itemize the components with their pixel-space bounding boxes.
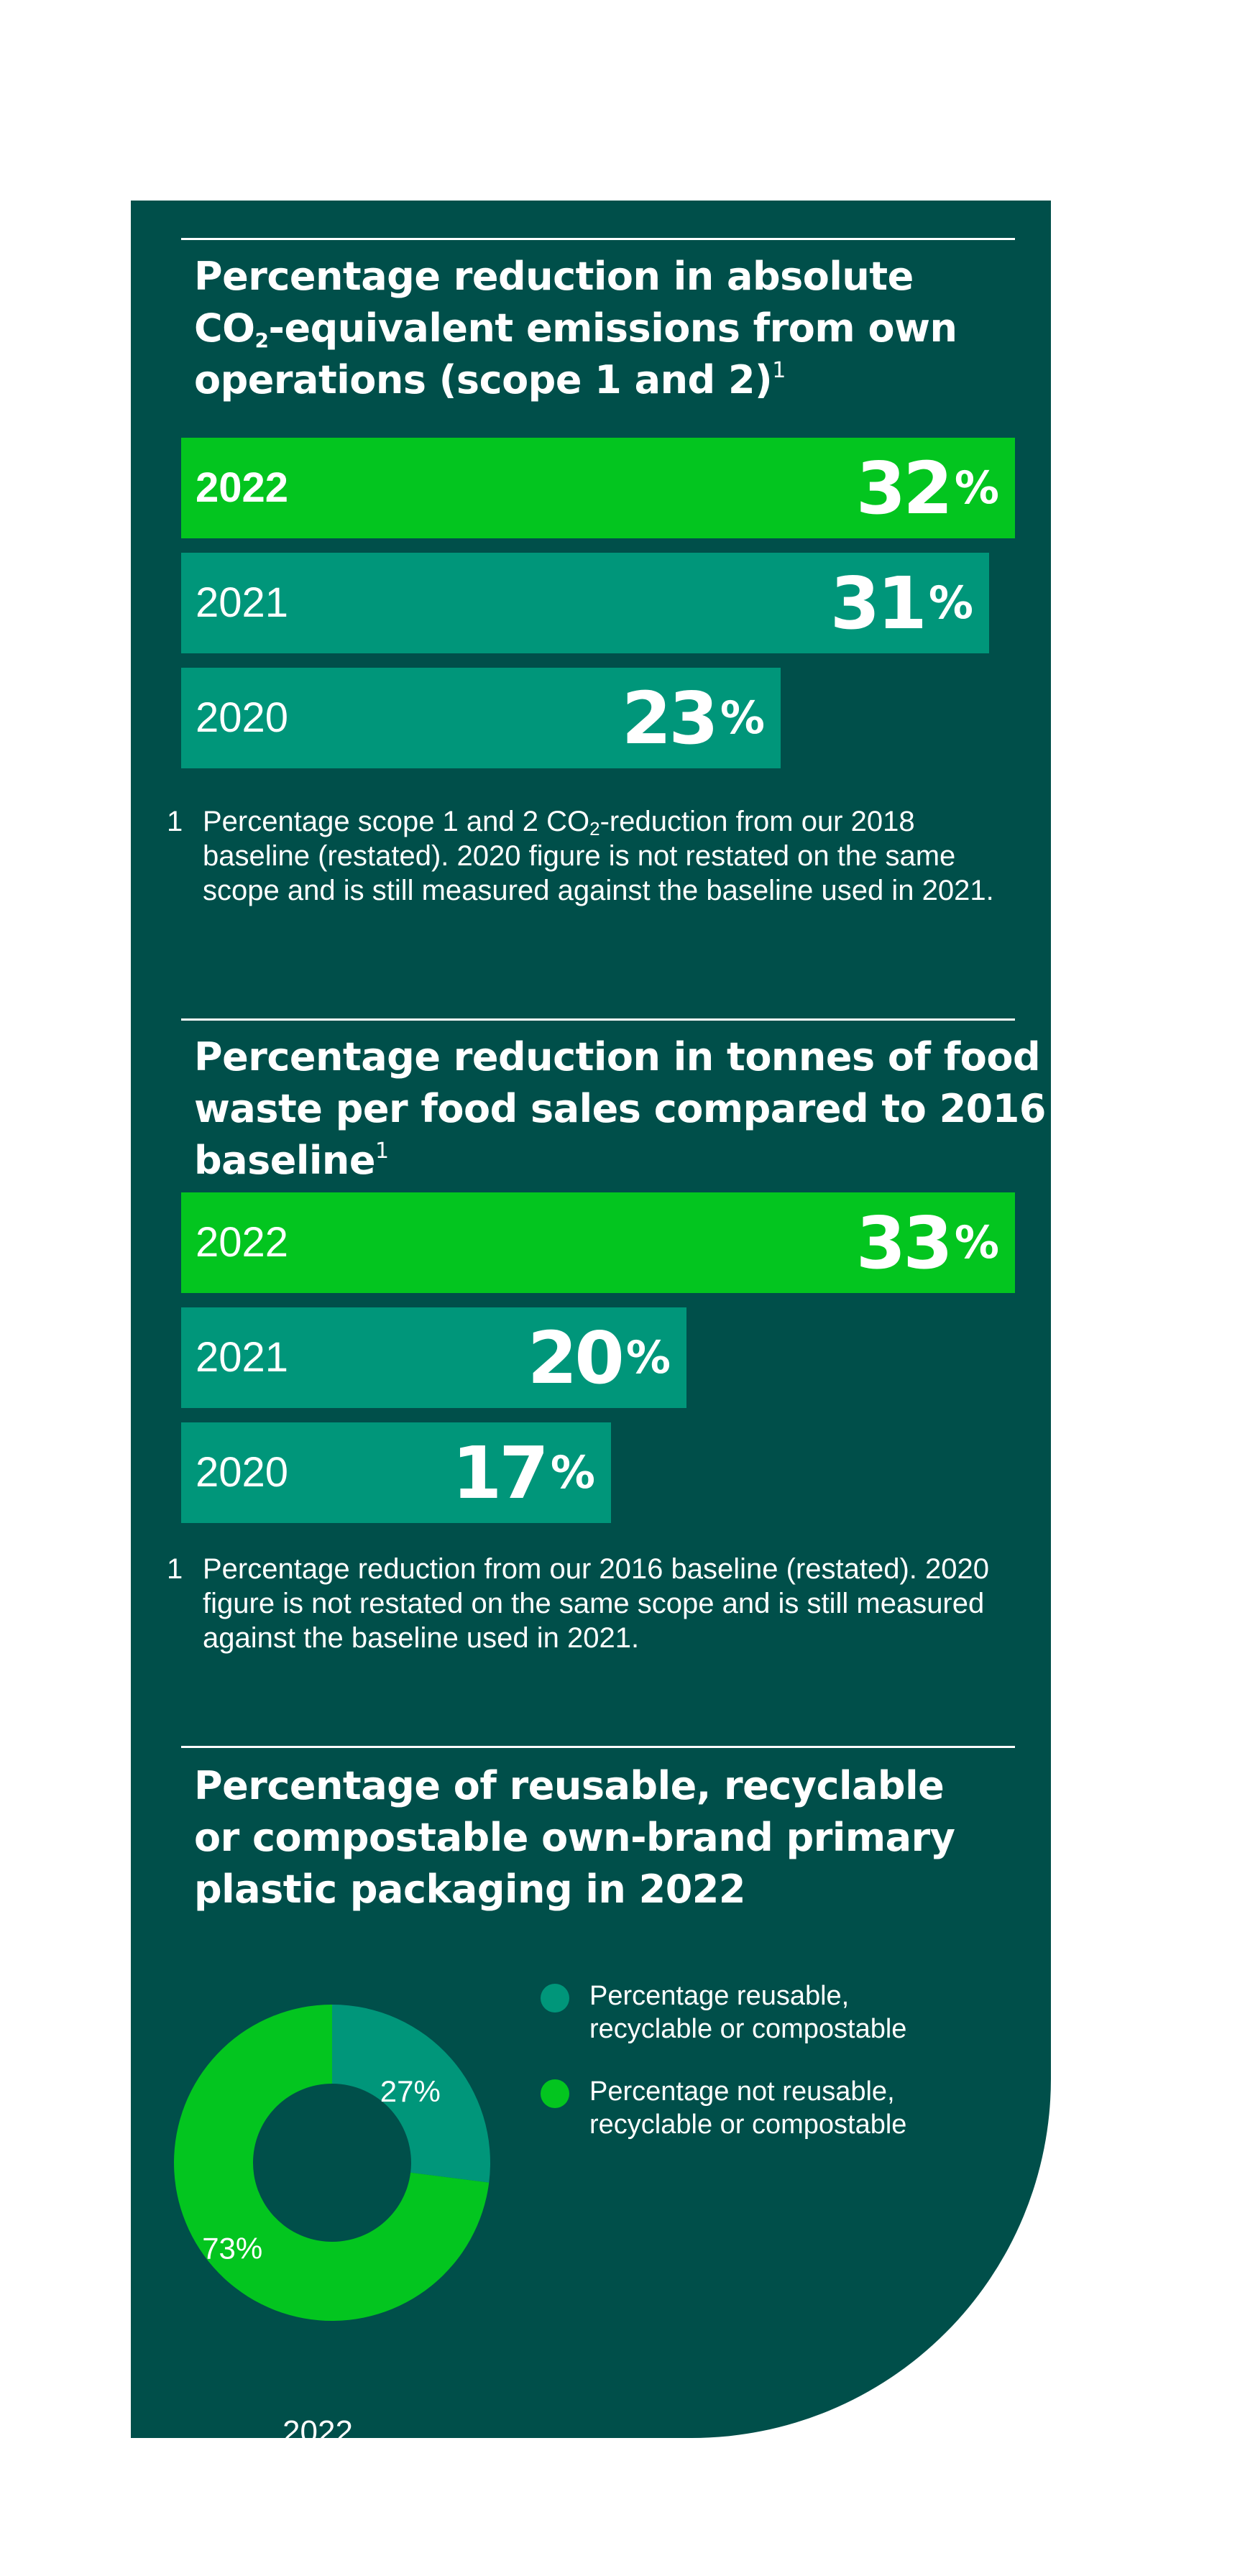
percent-sign: % [928,576,973,629]
bar-2021: 2021 20% [181,1307,686,1408]
bar-year-label: 2020 [196,1449,289,1496]
footnote-food-waste: 1 Percentage reduction from our 2016 bas… [167,1552,1022,1655]
donut-slice-1 [173,2005,490,2321]
title-line: Percentage reduction in absolute [194,254,914,299]
footnote-emissions: 1 Percentage scope 1 and 2 CO2-reduction… [167,804,1022,908]
subscript: 2 [254,328,269,352]
bar-year-label: 2020 [196,694,289,741]
bar-value-number: 20 [527,1316,625,1400]
section-divider [181,238,1015,240]
footnote-ref: 1 [375,1138,389,1164]
footnote-text: Percentage scope 1 and 2 CO2-reduction f… [203,804,1022,908]
legend-label: Percentage not reusable, recyclable or c… [589,2076,907,2140]
donut-slice-0 [332,2005,490,2183]
footnote-part: -reduction from our 2018 baseline (resta… [203,806,994,906]
title-text: -equivalent emissions from own [268,305,957,351]
donut-slice-label: 27% [380,2074,441,2108]
bar-2020: 2020 23% [181,668,781,768]
section-divider [181,1018,1015,1021]
subscript: 2 [589,818,600,840]
legend-item-reusable: Percentage reusable, recyclable or compo… [541,1979,963,2046]
donut-year-label: 2022 [282,2414,353,2438]
legend-item-not-reusable: Percentage not reusable, recyclable or c… [541,2075,963,2141]
footnote-number: 1 [167,1553,183,1585]
title-line: Percentage reduction in tonnes of food [194,1034,1041,1080]
footnote-part: Percentage scope 1 and 2 CO [203,806,590,837]
section-title-emissions: Percentage reduction in absolute CO2-equ… [194,251,957,406]
bar-value-label: 17% [452,1422,595,1524]
bar-value-label: 20% [528,1307,671,1409]
footnote-ref: 1 [772,358,786,383]
bar-value-label: 23% [622,668,765,769]
bar-value-number: 33 [855,1201,953,1285]
packaging-donut-chart: 27% 73% [173,2005,490,2321]
title-text: operations (scope 1 and 2) [194,357,773,402]
section-title-packaging: Percentage of reusable, recyclable or co… [194,1760,955,1915]
title-text: baseline [194,1138,375,1183]
bar-2022: 2022 32% [181,438,1015,538]
bar-year-label: 2022 [196,464,289,511]
title-text: CO [194,305,255,351]
bar-year-label: 2021 [196,579,289,626]
percent-sign: % [954,461,999,514]
bar-year-label: 2022 [196,1219,289,1266]
bar-2021: 2021 31% [181,553,989,653]
bar-2020: 2020 17% [181,1422,611,1523]
bar-value-number: 17 [451,1431,549,1515]
percent-sign: % [720,691,765,744]
title-line: or compostable own-brand primary [194,1815,955,1860]
bar-value-label: 33% [856,1192,999,1294]
section-divider [181,1746,1015,1748]
bar-value-label: 32% [856,438,999,539]
footnote-number: 1 [167,806,183,837]
section-title-food-waste: Percentage reduction in tonnes of food w… [194,1031,1046,1187]
footnote-text: Percentage reduction from our 2016 basel… [203,1553,990,1654]
legend-label: Percentage reusable, recyclable or compo… [589,1981,907,2044]
infographic-panel: Percentage reduction in absolute CO2-equ… [131,201,1051,2438]
legend-swatch [541,1984,569,2012]
legend-swatch [541,2079,569,2108]
percent-sign: % [550,1446,595,1499]
percent-sign: % [954,1216,999,1269]
bar-2022: 2022 33% [181,1192,1015,1293]
bar-value-number: 23 [621,676,719,760]
percent-sign: % [625,1331,671,1384]
bar-value-number: 31 [830,561,927,645]
title-line: waste per food sales compared to 2016 [194,1086,1046,1131]
bar-value-label: 31% [830,553,973,654]
bar-value-number: 32 [855,446,953,530]
donut-slice-label: 73% [202,2231,262,2265]
title-line: Percentage of reusable, recyclable [194,1763,945,1808]
title-line: plastic packaging in 2022 [194,1867,745,1912]
bar-year-label: 2021 [196,1334,289,1381]
